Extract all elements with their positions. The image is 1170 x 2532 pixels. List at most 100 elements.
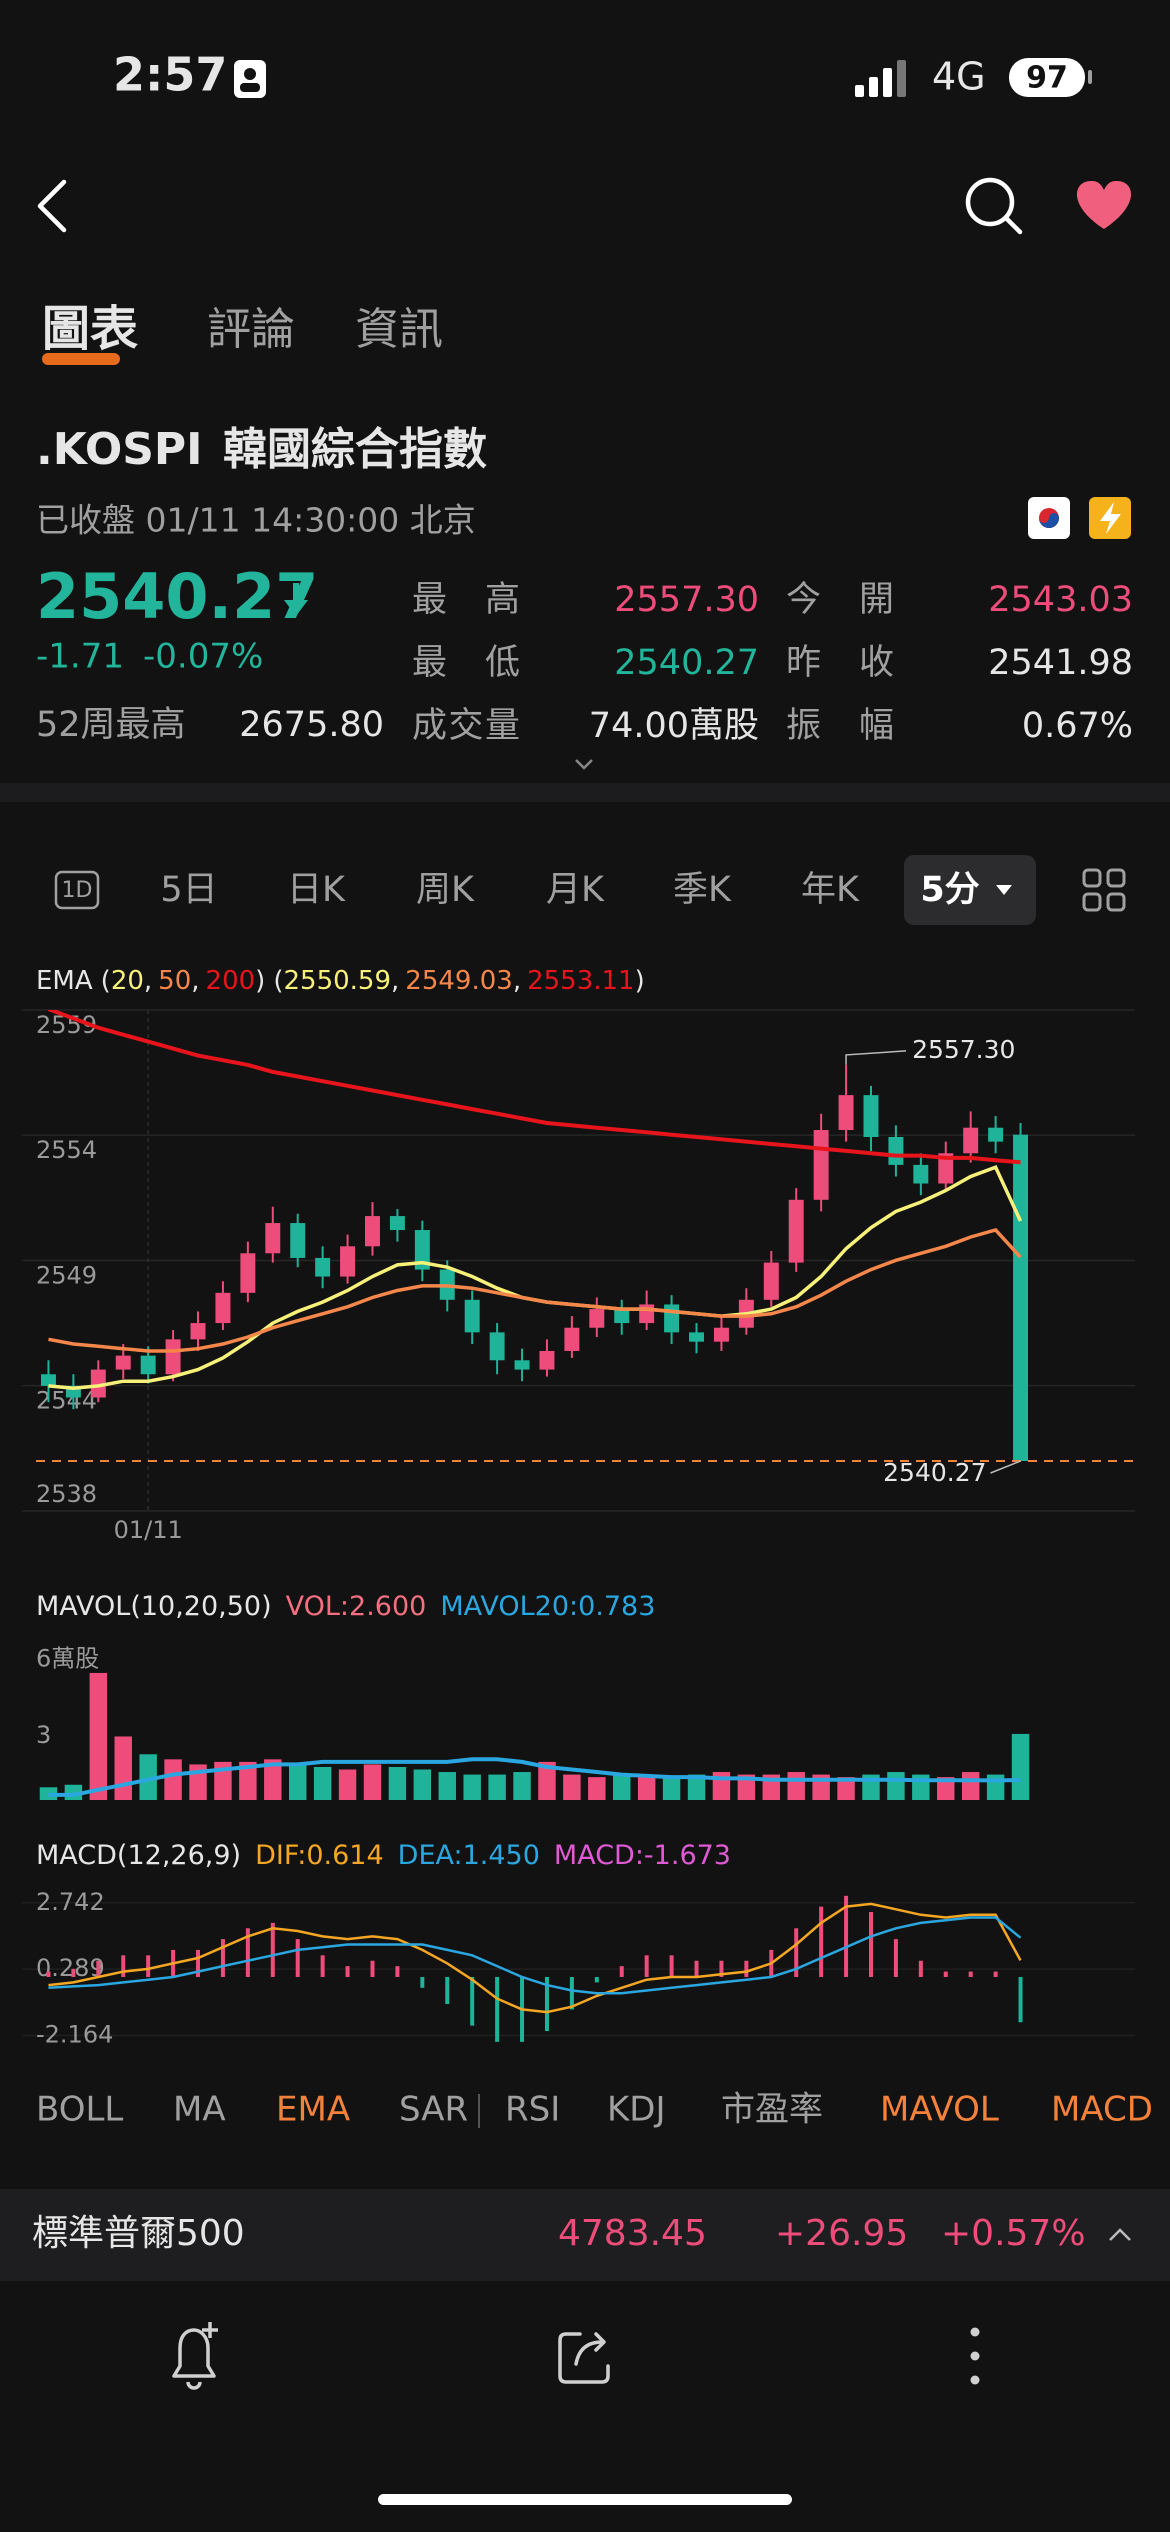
period-tab[interactable]: 5日 xyxy=(160,870,217,910)
indicator-tab[interactable]: SAR xyxy=(399,2090,468,2130)
indicator-tab[interactable]: BOLL xyxy=(36,2090,123,2130)
candle-body xyxy=(763,1262,779,1300)
indicator-tab[interactable]: 市盈率 xyxy=(721,2090,823,2130)
battery-level: 97 xyxy=(1026,61,1068,96)
macd-bar xyxy=(395,1966,400,1977)
share-button[interactable] xyxy=(558,2332,610,2384)
macd-bar xyxy=(1018,1976,1023,2023)
macd-bar xyxy=(968,1971,973,1977)
volume-bar xyxy=(937,1777,955,1800)
period-tab[interactable]: 5分 xyxy=(920,870,979,910)
period-tab[interactable]: 季K xyxy=(673,870,732,910)
more-button[interactable] xyxy=(970,2327,980,2385)
volume-bar xyxy=(687,1774,706,1800)
market-flag xyxy=(1028,497,1070,539)
macd-bar xyxy=(96,1960,101,1977)
alert-button[interactable] xyxy=(172,2322,218,2390)
back-button[interactable] xyxy=(37,179,67,233)
favorite-button[interactable] xyxy=(1076,180,1132,229)
period-active-box xyxy=(904,855,1036,925)
tab[interactable]: 資訊 xyxy=(355,304,443,355)
macd-bar xyxy=(196,1949,201,1977)
layout-button[interactable] xyxy=(1082,868,1126,912)
indicator-tab[interactable]: MA xyxy=(173,2090,226,2130)
indicator-tab[interactable]: EMA xyxy=(276,2090,350,2130)
y-tick-label: 3 xyxy=(36,1721,51,1749)
status-network: 4G xyxy=(932,55,986,99)
volume-bar xyxy=(737,1774,756,1800)
candle-body xyxy=(514,1360,530,1370)
mavol-line xyxy=(48,1757,1021,1797)
candle-body xyxy=(689,1332,704,1342)
expand-chevron[interactable] xyxy=(575,759,593,770)
volume-bar xyxy=(239,1761,257,1800)
period-tab[interactable]: 年K xyxy=(801,870,860,910)
indicator-tab[interactable]: MACD xyxy=(1051,2090,1153,2130)
macd-bar xyxy=(644,1955,649,1977)
legend-entry: 2553.11 xyxy=(527,966,635,996)
candle-body xyxy=(240,1253,256,1293)
macd-bar xyxy=(470,1976,475,2026)
period-tab[interactable]: 月K xyxy=(546,870,605,910)
candle-body xyxy=(788,1199,804,1263)
period-dropdown[interactable] xyxy=(996,885,1012,895)
macd-bar xyxy=(270,1922,275,1977)
ticker-bar[interactable] xyxy=(0,2189,1170,2281)
macd-bar xyxy=(345,1966,350,1977)
stat-label: 成交量 xyxy=(412,706,520,746)
indicator-tab[interactable]: MAVOL xyxy=(880,2090,999,2130)
macd-line xyxy=(48,1916,1022,1995)
battery-icon xyxy=(1009,58,1085,97)
volume-bar xyxy=(438,1772,456,1800)
volume-bar xyxy=(338,1769,357,1800)
volume-bar xyxy=(89,1672,108,1800)
y-tick-label: 2554 xyxy=(36,1136,97,1164)
candle-body xyxy=(65,1385,81,1398)
y-tick-label: 6萬股 xyxy=(36,1645,99,1673)
volume-bar xyxy=(787,1772,805,1800)
volume-bar xyxy=(613,1774,631,1800)
macd-bar xyxy=(121,1955,126,1977)
legend-entry: 2550.59 xyxy=(283,966,391,996)
section-divider xyxy=(0,783,1170,802)
low-leader xyxy=(990,1460,1021,1474)
search-button[interactable] xyxy=(965,177,1023,235)
volume-bar xyxy=(637,1774,656,1800)
y-tick-label: -2.164 xyxy=(36,2021,113,2049)
tab[interactable]: 評論 xyxy=(207,304,295,355)
ticker-price: 4783.45 xyxy=(558,2213,707,2254)
legend: EMA (20, 50, 200) (2550.59, 2549.03, 2553.11) xyxy=(36,966,645,996)
price-down-arrow xyxy=(284,583,308,616)
period-tab[interactable]: 周K xyxy=(416,870,475,910)
macd-bar xyxy=(420,1976,425,1988)
high-leader xyxy=(845,1050,907,1065)
macd-bar xyxy=(370,1960,375,1977)
volume-bar xyxy=(388,1766,407,1800)
week52-high: 2675.80 xyxy=(239,705,384,745)
macd-bar xyxy=(794,1928,799,1977)
market-status: 已收盤 01/11 14:30:00 北京 xyxy=(36,501,476,540)
macd-bar xyxy=(320,1955,325,1977)
candle-body xyxy=(489,1332,505,1361)
ticker-change: +26.95 xyxy=(775,2213,908,2254)
macd-bar xyxy=(819,1906,824,1977)
period-tab[interactable]: 1D xyxy=(62,878,93,903)
macd-bar xyxy=(544,1976,549,2032)
indicator-tab[interactable]: RSI xyxy=(505,2090,560,2130)
candle-body xyxy=(414,1230,430,1270)
volume-bar xyxy=(164,1759,182,1800)
legend-entry: , xyxy=(391,966,399,996)
tab[interactable]: 圖表 xyxy=(42,301,138,357)
candle-body xyxy=(464,1299,480,1333)
period-tab[interactable]: 日K xyxy=(287,870,346,910)
legend-entry: , xyxy=(144,966,152,996)
plot xyxy=(40,1010,1029,1461)
indicator-tab[interactable]: KDJ xyxy=(607,2090,666,2130)
period-box xyxy=(54,870,100,910)
ticker-expand[interactable] xyxy=(1109,2228,1131,2241)
week52-high-label: 52周最高 xyxy=(36,705,186,745)
ticker-name: 標準普爾500 xyxy=(32,2213,245,2254)
candle-body xyxy=(365,1216,380,1247)
legend-entry: DEA:1.450 xyxy=(398,1840,540,1871)
